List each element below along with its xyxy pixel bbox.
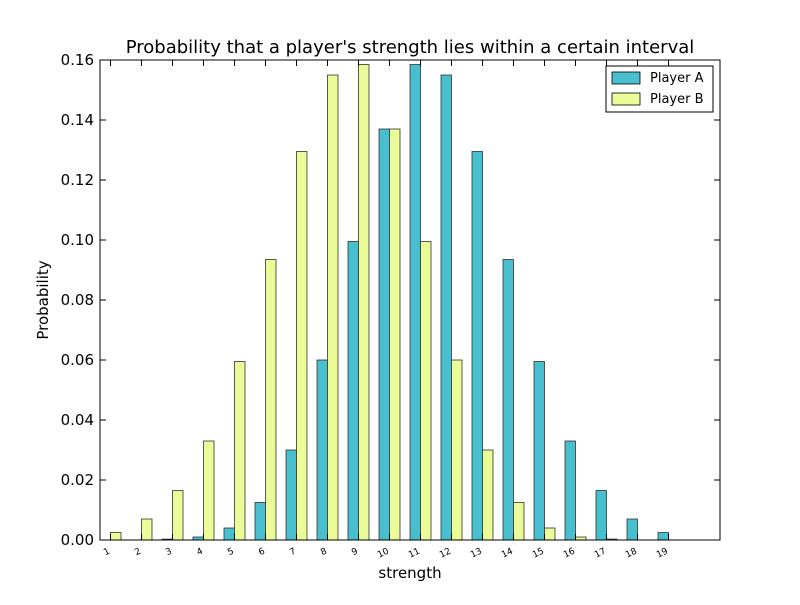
bar-player-b-12: [451, 359, 463, 541]
bar-player-b-14: [513, 502, 525, 541]
ticks-group: 0.000.020.040.060.080.100.120.140.161 2 3 4…: [61, 51, 720, 561]
x-tick-label: 13: [469, 547, 484, 561]
legend-label-player-a: Player A: [650, 71, 704, 86]
legend-swatch-player-b: [611, 92, 641, 106]
bar-player-a-14: [502, 259, 514, 541]
bar-player-b-9: [358, 64, 370, 541]
x-tick-label: 8: [319, 547, 329, 559]
x-tick-label: 16: [562, 547, 577, 561]
bar-player-b-6: [265, 259, 277, 541]
bar-player-a-17: [595, 490, 607, 541]
bar-player-a-10: [378, 128, 390, 541]
x-tick-label: 6: [257, 547, 267, 559]
x-tick-label: 17: [593, 547, 608, 561]
bar-player-a-13: [471, 151, 483, 541]
legend-label-player-b: Player B: [650, 92, 704, 107]
x-tick-label: 14: [500, 547, 515, 561]
bar-player-b-1: [110, 532, 122, 541]
x-tick-label: 18: [624, 547, 639, 561]
bar-player-b-7: [296, 151, 308, 541]
y-tick-label: 0.12: [61, 171, 94, 189]
bars-group: [110, 64, 669, 541]
legend: Player A Player B: [605, 65, 714, 113]
y-axis-label: Probability: [34, 260, 52, 339]
bar-player-a-7: [285, 449, 297, 541]
bar-player-a-18: [626, 518, 638, 541]
bar-player-a-8: [316, 359, 328, 541]
bar-player-b-4: [203, 440, 215, 541]
x-tick-label: 5: [226, 547, 235, 558]
bar-player-b-2: [141, 518, 153, 541]
x-tick-label: 4: [195, 547, 205, 559]
y-tick-label: 0.10: [61, 231, 94, 249]
x-tick-label: 9: [350, 547, 360, 559]
bar-player-b-15: [544, 527, 556, 541]
x-tick-label: 2: [133, 547, 142, 558]
y-tick-label: 0.02: [61, 471, 94, 489]
x-tick-label: 19: [655, 547, 670, 561]
bar-player-b-3: [172, 490, 184, 541]
x-tick-label: 1: [102, 547, 111, 558]
x-tick-label: 10: [376, 547, 391, 561]
x-tick-label: 3: [164, 547, 173, 558]
y-tick-label: 0.04: [61, 411, 94, 429]
bar-player-b-13: [482, 449, 494, 541]
y-tick-label: 0.14: [61, 111, 94, 129]
bar-player-a-16: [564, 440, 576, 541]
bar-player-b-10: [389, 128, 401, 541]
x-tick-label: 15: [531, 547, 546, 561]
bar-player-a-19: [657, 532, 669, 541]
bar-player-b-5: [234, 361, 246, 541]
bar-player-a-15: [533, 361, 545, 541]
bar-player-a-9: [347, 241, 359, 541]
plot-frame: [99, 59, 721, 541]
bar-player-b-11: [420, 241, 432, 541]
y-tick-label: 0.08: [61, 291, 94, 309]
bar-player-a-11: [409, 64, 421, 541]
bar-player-a-12: [440, 74, 452, 541]
x-tick-label: 12: [438, 547, 453, 561]
y-tick-label: 0.16: [61, 51, 94, 69]
bar-player-b-8: [327, 74, 339, 541]
x-axis-label: strength: [378, 564, 441, 582]
bar-player-a-5: [223, 527, 235, 541]
y-tick-label: 0.00: [61, 531, 94, 549]
legend-swatch-player-a: [611, 71, 641, 85]
chart-title: Probability that a player's strength lie…: [126, 37, 695, 58]
x-tick-label: 7: [288, 547, 297, 558]
x-tick-label: 11: [407, 547, 422, 561]
y-tick-label: 0.06: [61, 351, 94, 369]
bar-player-a-6: [254, 502, 266, 541]
